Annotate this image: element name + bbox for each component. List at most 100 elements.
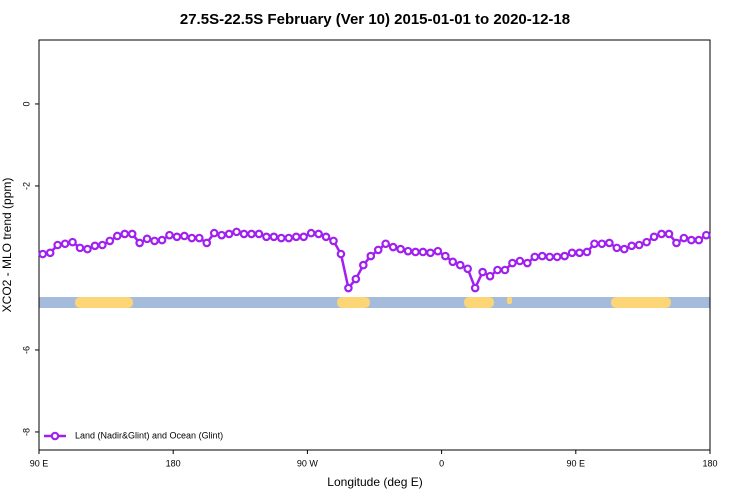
data-point xyxy=(247,229,256,239)
x-tick-label: 90 E xyxy=(30,458,49,468)
data-point xyxy=(508,258,517,268)
data-point xyxy=(433,246,443,256)
x-tick-label: 90 E xyxy=(567,458,586,468)
land-band xyxy=(75,297,133,308)
data-point xyxy=(75,243,85,253)
data-point xyxy=(269,232,279,242)
data-point xyxy=(441,251,450,261)
data-point xyxy=(575,248,584,258)
data-point xyxy=(262,232,271,242)
data-point xyxy=(344,283,353,293)
data-point xyxy=(627,241,637,251)
y-tick-label: 0 xyxy=(21,101,31,106)
data-point xyxy=(351,274,361,284)
data-point xyxy=(60,239,70,249)
x-tick-label: 180 xyxy=(702,458,717,468)
data-point xyxy=(523,258,532,268)
data-point xyxy=(105,236,115,246)
data-point xyxy=(217,230,226,240)
data-point xyxy=(68,237,77,247)
data-point xyxy=(172,232,182,242)
data-point xyxy=(209,228,219,238)
data-point xyxy=(314,229,323,239)
data-point xyxy=(687,235,696,245)
y-tick-label: -2 xyxy=(21,182,31,190)
data-point xyxy=(45,248,55,258)
data-point xyxy=(112,231,122,241)
data-point xyxy=(98,240,107,250)
data-point xyxy=(321,232,331,242)
data-point xyxy=(470,283,480,293)
legend-label: Land (Nadir&Glint) and Ocean (Glint) xyxy=(75,430,223,440)
data-point xyxy=(165,230,174,240)
data-point xyxy=(582,247,592,257)
data-point xyxy=(642,237,651,247)
data-point xyxy=(239,229,249,239)
data-point xyxy=(299,232,308,242)
data-point xyxy=(530,252,540,262)
data-point xyxy=(284,233,294,243)
data-point xyxy=(664,229,674,239)
x-axis-label: Longitude (deg E) xyxy=(327,475,422,489)
data-point xyxy=(426,248,435,258)
data-point xyxy=(493,265,502,275)
data-point xyxy=(359,260,368,270)
data-point xyxy=(597,239,607,249)
x-tick-label: 180 xyxy=(166,458,181,468)
ocean-band xyxy=(39,297,710,308)
data-point xyxy=(396,244,405,254)
data-point xyxy=(411,247,420,257)
data-point xyxy=(180,231,189,241)
data-point xyxy=(672,238,681,248)
data-point xyxy=(388,242,398,252)
data-point xyxy=(127,229,137,239)
data-point xyxy=(306,228,316,238)
land-band xyxy=(337,297,370,308)
data-point xyxy=(336,249,346,259)
data-point xyxy=(224,229,234,239)
data-point xyxy=(612,243,622,253)
data-point xyxy=(83,244,92,254)
data-point xyxy=(657,229,666,239)
data-point xyxy=(366,251,376,261)
y-tick-label: -8 xyxy=(21,428,31,436)
data-point xyxy=(90,241,100,251)
data-point xyxy=(194,233,204,243)
x-tick-label: 90 W xyxy=(297,458,319,468)
surface-bar xyxy=(39,297,710,308)
y-axis-label: XCO2 - MLO trend (ppm) xyxy=(0,178,14,313)
data-point xyxy=(38,249,48,259)
data-point xyxy=(701,230,711,240)
data-point xyxy=(418,247,428,257)
data-point xyxy=(381,239,390,249)
data-point xyxy=(634,240,644,250)
data-point xyxy=(135,238,144,248)
data-point xyxy=(403,246,413,256)
data-point xyxy=(478,267,487,277)
data-point xyxy=(120,229,130,239)
legend-marker xyxy=(50,431,60,441)
data-point xyxy=(567,248,577,258)
data-point xyxy=(500,265,510,275)
data-point xyxy=(254,229,264,239)
data-point xyxy=(619,244,629,254)
land-band xyxy=(464,297,494,308)
y-tick-label: -6 xyxy=(21,346,31,354)
data-point xyxy=(329,236,338,246)
data-point xyxy=(694,235,704,245)
data-point xyxy=(53,240,62,250)
land-band xyxy=(507,297,512,304)
data-point xyxy=(545,252,555,262)
x-tick-label: 0 xyxy=(439,458,444,468)
data-point xyxy=(515,256,525,266)
data-point xyxy=(605,238,614,248)
data-point xyxy=(448,257,458,267)
data-point xyxy=(649,232,659,242)
data-point xyxy=(373,245,383,255)
data-point xyxy=(679,233,689,243)
data-point xyxy=(232,227,241,237)
data-point xyxy=(552,252,562,262)
data-point xyxy=(202,238,212,248)
plot-frame xyxy=(38,39,711,451)
